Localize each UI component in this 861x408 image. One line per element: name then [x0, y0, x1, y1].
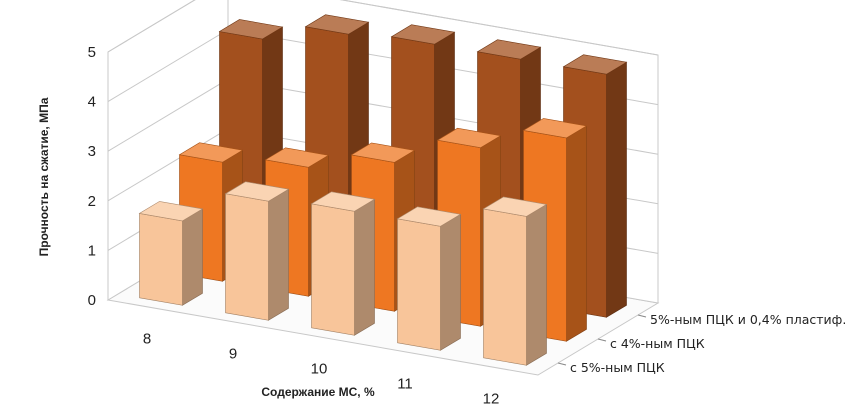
bar — [310, 191, 376, 336]
bar-front — [139, 213, 183, 306]
series-tick — [637, 314, 647, 318]
y-axis-ticks: 0 1 2 3 4 5 — [88, 44, 96, 309]
series-tick — [597, 338, 607, 342]
x-axis-ticks: 8 9 10 11 12 — [143, 331, 500, 408]
gridline — [107, 0, 659, 56]
bar-top — [562, 54, 628, 75]
chart-bars — [138, 14, 628, 366]
x-tick-label: 12 — [483, 391, 500, 408]
bar-front — [483, 208, 527, 366]
series-label: с 5%-ным ПЦК — [570, 360, 665, 375]
bar-top — [482, 196, 548, 217]
bar-front — [225, 193, 269, 321]
bar — [482, 196, 548, 366]
bar-side — [606, 61, 627, 318]
y-tick-label: 2 — [88, 193, 96, 210]
bar-side — [440, 213, 461, 351]
bar-top — [476, 39, 542, 60]
bar — [396, 206, 462, 351]
series-tick — [557, 362, 567, 366]
bar-side — [268, 188, 289, 321]
bar-top — [522, 118, 588, 139]
bar-top — [390, 24, 456, 45]
series-axis-labels: с 5%-ным ПЦК с 4%-ным ПЦК 5%-ным ПЦК и 0,4… — [557, 312, 846, 375]
bar-side — [182, 208, 203, 306]
bar-side — [526, 203, 547, 366]
bar — [138, 201, 204, 306]
y-tick-label: 1 — [88, 242, 96, 259]
bar-top — [350, 142, 416, 163]
bar-side — [354, 198, 375, 336]
series-label: 5%-ным ПЦК и 0,4% пластиф. — [650, 312, 846, 327]
y-tick-label: 4 — [88, 94, 96, 111]
bar-top — [310, 191, 376, 212]
bar-top — [436, 127, 502, 149]
y-tick-label: 3 — [88, 143, 96, 160]
x-tick-label: 10 — [311, 361, 328, 378]
bar-top — [396, 206, 462, 227]
bar-top — [264, 147, 330, 168]
y-tick-label: 5 — [88, 44, 96, 61]
bar-front — [311, 203, 355, 336]
y-tick-label: 0 — [88, 292, 96, 309]
bar-top — [138, 201, 204, 222]
bar-top — [304, 14, 370, 35]
bar-top — [218, 19, 284, 40]
bar-front — [397, 218, 441, 351]
x-axis-title: Содержание МС, % — [261, 385, 375, 399]
bar-side — [566, 125, 587, 342]
bar-top — [178, 142, 244, 163]
x-tick-label: 9 — [229, 346, 237, 363]
bar-top — [224, 181, 290, 202]
x-tick-label: 11 — [397, 376, 413, 393]
bar — [224, 181, 290, 321]
x-tick-label: 8 — [143, 331, 151, 348]
series-label: с 4%-ным ПЦК — [610, 336, 705, 351]
y-axis-title: Прочность на сжатие, МПа — [37, 97, 51, 256]
